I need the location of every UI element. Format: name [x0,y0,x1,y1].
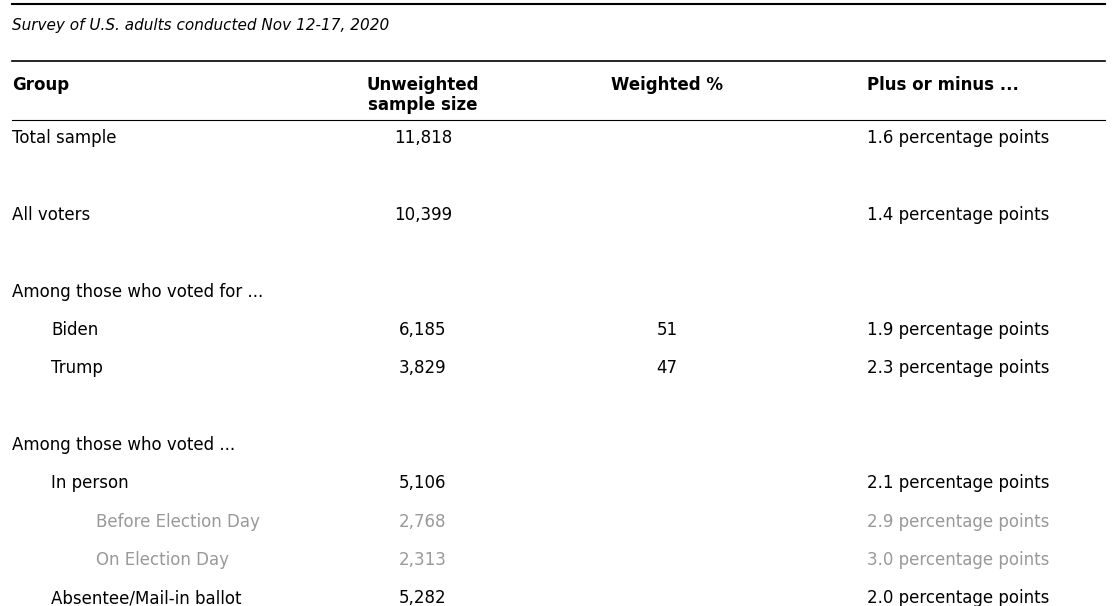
Text: 1.9 percentage points: 1.9 percentage points [866,321,1049,339]
Text: Unweighted
sample size: Unweighted sample size [367,76,479,115]
Text: 10,399: 10,399 [394,206,451,224]
Text: 2.9 percentage points: 2.9 percentage points [866,513,1049,531]
Text: Trump: Trump [51,359,103,378]
Text: Survey of U.S. adults conducted Nov 12-17, 2020: Survey of U.S. adults conducted Nov 12-1… [12,18,389,33]
Text: Weighted %: Weighted % [610,76,723,94]
Text: 3.0 percentage points: 3.0 percentage points [866,551,1049,569]
Text: In person: In person [51,474,129,493]
Text: Total sample: Total sample [12,129,117,147]
Text: 5,106: 5,106 [399,474,447,493]
Text: 6,185: 6,185 [399,321,447,339]
Text: 2.3 percentage points: 2.3 percentage points [866,359,1049,378]
Text: 2.0 percentage points: 2.0 percentage points [866,590,1049,606]
Text: On Election Day: On Election Day [96,551,229,569]
Text: Among those who voted for ...: Among those who voted for ... [12,283,264,301]
Text: 5,282: 5,282 [399,590,447,606]
Text: 1.6 percentage points: 1.6 percentage points [866,129,1049,147]
Text: 3,829: 3,829 [399,359,447,378]
Text: 1.4 percentage points: 1.4 percentage points [866,206,1049,224]
Text: Group: Group [12,76,70,94]
Text: 2.1 percentage points: 2.1 percentage points [866,474,1049,493]
Text: Absentee/Mail-in ballot: Absentee/Mail-in ballot [51,590,241,606]
Text: Among those who voted ...: Among those who voted ... [12,436,236,454]
Text: Plus or minus ...: Plus or minus ... [866,76,1019,94]
Text: 51: 51 [656,321,677,339]
Text: 2,313: 2,313 [399,551,447,569]
Text: 2,768: 2,768 [399,513,447,531]
Text: All voters: All voters [12,206,91,224]
Text: Biden: Biden [51,321,99,339]
Text: 47: 47 [656,359,677,378]
Text: Before Election Day: Before Election Day [96,513,259,531]
Text: 11,818: 11,818 [394,129,451,147]
